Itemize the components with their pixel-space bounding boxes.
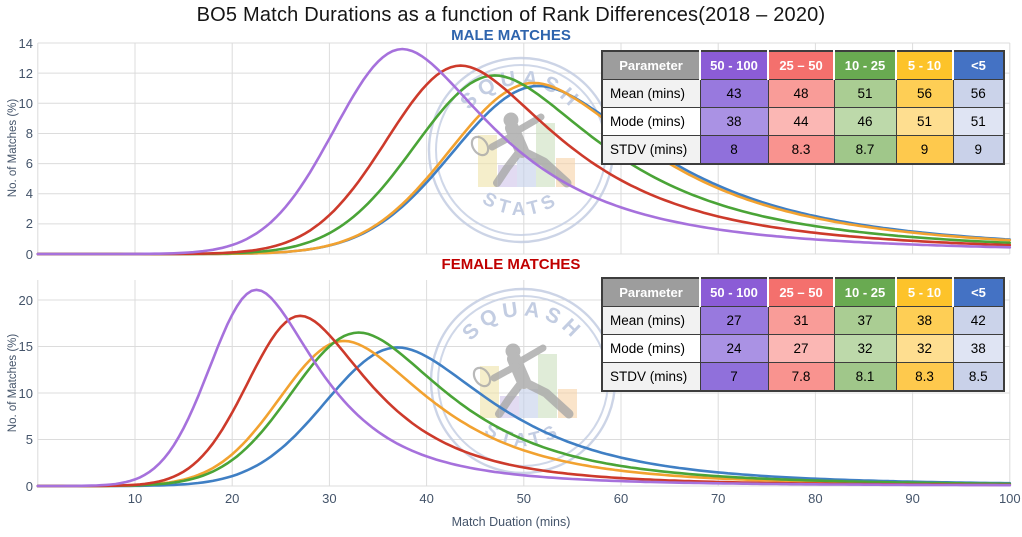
page-title: BO5 Match Durations as a function of Ran… [196,4,826,26]
table-value-cell: 43 [699,79,769,108]
table-value-cell: 51 [895,107,954,136]
stats-table-male: Parameter 50 - 100 25 – 50 10 - 25 5 - 10 <5 M… [601,50,1005,165]
table-value-cell: 8.3 [895,362,954,392]
table-value-cell: 32 [833,334,897,363]
table-value-cell: 42 [952,306,1005,335]
y-tick-label: 6 [25,156,33,172]
y-tick-label: 15 [18,339,33,354]
distribution-curves [36,288,1012,488]
table-header-rank-diff: 10 - 25 [833,50,897,80]
x-tick-label: 100 [998,491,1021,506]
x-tick-label: 90 [905,491,920,506]
table-value-cell: 8.3 [767,135,835,165]
table-header-rank-diff: 50 - 100 [699,277,769,307]
squash-player-icon [472,343,574,419]
table-value-cell: 56 [895,79,954,108]
table-row-label: STDV (mins) [601,362,701,392]
y-tick-label: 5 [25,432,33,447]
curve-50 - 100 [36,288,1012,488]
table-value-cell: 8.1 [833,362,897,392]
x-tick-label: 60 [613,491,629,506]
watermark-top-text: SQUASH [458,297,588,344]
table-value-cell: 38 [895,306,954,335]
table-header-rank-diff: 5 - 10 [895,277,954,307]
curve-25 – 50 [36,64,1012,256]
table-value-cell: 9 [895,135,954,165]
table-header-rank-diff: <5 [952,277,1005,307]
table-row-label: STDV (mins) [601,135,701,165]
table-header-rank-diff: <5 [952,50,1005,80]
watermark-bar [517,158,536,187]
y-tick-label: 0 [25,478,33,494]
curve-50 - 100 [36,47,1012,256]
table-header-rank-diff: 50 - 100 [699,50,769,80]
x-tick-label: 50 [516,491,532,506]
y-tick-label: 20 [18,292,33,308]
table-header-parameter: Parameter [601,277,701,307]
table-row-label: Mode (mins) [601,334,701,363]
table-value-cell: 51 [952,107,1005,136]
table-row-label: Mean (mins) [601,306,701,335]
y-tick-label: 12 [18,65,33,81]
watermark-bar [519,389,538,418]
table-header-rank-diff: 10 - 25 [833,277,897,307]
x-tick-label: 20 [224,491,240,506]
table-value-cell: 38 [952,334,1005,363]
table-value-cell: 46 [833,107,897,136]
table-value-cell: 7 [699,362,769,392]
x-axis-label: Match Duation (mins) [451,515,571,529]
table-value-cell: 31 [767,306,835,335]
table-header-rank-diff: 5 - 10 [895,50,954,80]
x-tick-label: 80 [808,491,823,506]
table-value-cell: 48 [767,79,835,108]
table-value-cell: 8.5 [952,362,1005,392]
table-value-cell: 7.8 [767,362,835,392]
y-tick-label: 10 [18,95,33,111]
table-row-label: Mean (mins) [601,79,701,108]
watermark-bottom-text: STATS [479,188,563,220]
curve-10 - 25 [36,331,1012,488]
table-value-cell: 27 [699,306,769,335]
y-tick-label: 14 [18,35,33,51]
table-value-cell: 56 [952,79,1005,108]
table-header-rank-diff: 25 – 50 [767,50,835,80]
x-tick-label: 30 [322,491,337,506]
table-value-cell: 38 [699,107,769,136]
table-value-cell: 8 [699,135,769,165]
table-value-cell: 24 [699,334,769,363]
y-tick-label: 8 [25,125,33,141]
y-tick-label: 2 [25,216,33,232]
table-value-cell: 8.7 [833,135,897,165]
x-tick-label: 10 [127,491,143,506]
table-value-cell: 32 [895,334,954,363]
table-row-label: Mode (mins) [601,107,701,136]
table-value-cell: 44 [767,107,835,136]
table-value-cell: 27 [767,334,835,363]
table-value-cell: 51 [833,79,897,108]
y-tick-label: 0 [25,246,33,262]
chart-title-female: FEMALE MATCHES [441,256,581,273]
table-value-cell: 9 [952,135,1005,165]
x-tick-label: 40 [419,491,434,506]
x-tick-label: 70 [710,491,726,506]
table-header-parameter: Parameter [601,50,701,80]
table-header-rank-diff: 25 – 50 [767,277,835,307]
distribution-curves [36,47,1012,256]
table-value-cell: 37 [833,306,897,335]
curve-<5 [36,346,1012,488]
chart-title-male: MALE MATCHES [451,27,571,44]
stats-table-female: Parameter 50 - 100 25 – 50 10 - 25 5 - 10 <5 M… [601,277,1005,392]
y-tick-label: 10 [18,385,33,401]
y-tick-label: 4 [25,186,33,202]
